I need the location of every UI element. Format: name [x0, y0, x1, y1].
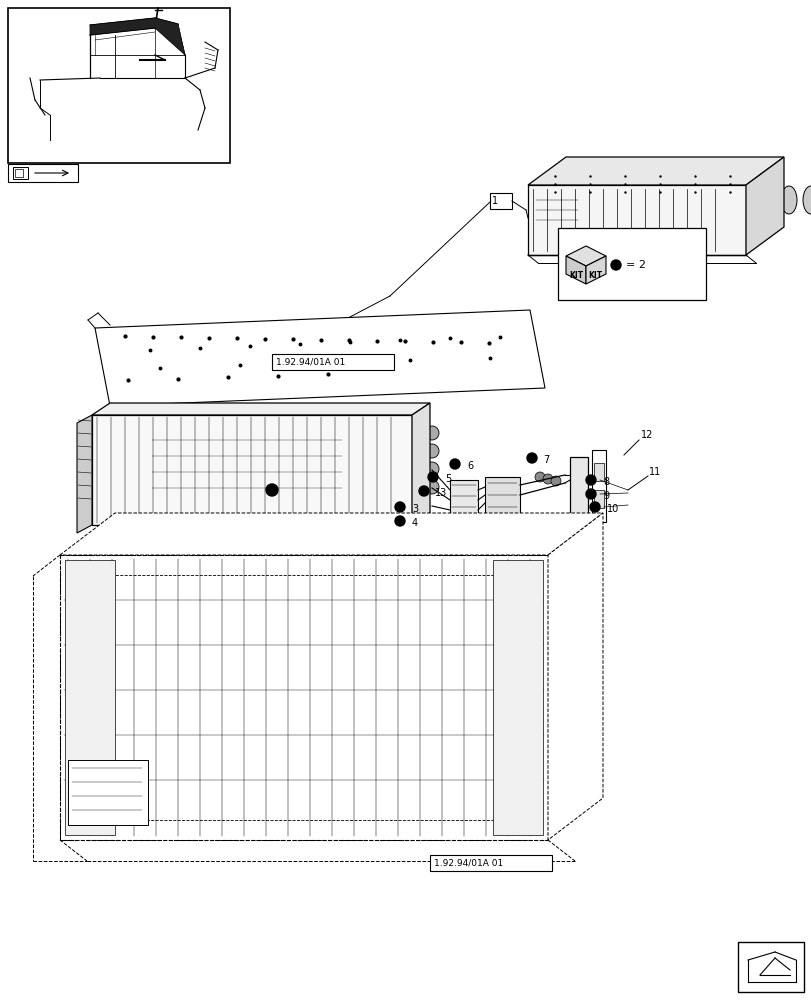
Circle shape	[424, 444, 439, 458]
Bar	[591, 450, 605, 522]
Bar	[492, 560, 543, 835]
Polygon shape	[92, 403, 430, 415]
Circle shape	[526, 453, 536, 463]
Bar	[65, 560, 115, 835]
Polygon shape	[90, 18, 185, 55]
Text: 8: 8	[603, 477, 608, 487]
Ellipse shape	[80, 425, 94, 435]
Circle shape	[424, 426, 439, 440]
Bar	[449, 480, 478, 518]
Text: 4: 4	[411, 518, 418, 528]
Circle shape	[534, 472, 544, 482]
Bar	[594, 490, 603, 508]
Bar	[8, 8, 230, 163]
Circle shape	[610, 260, 620, 270]
Circle shape	[266, 484, 277, 496]
Bar	[8, 164, 78, 182]
Text: 1: 1	[491, 196, 497, 206]
Circle shape	[394, 502, 405, 512]
Text: 7: 7	[543, 455, 548, 465]
Polygon shape	[92, 415, 411, 525]
Circle shape	[424, 480, 439, 494]
Text: 6: 6	[466, 461, 473, 471]
Bar	[557, 228, 705, 300]
Bar	[594, 463, 603, 481]
Circle shape	[543, 474, 552, 484]
Polygon shape	[547, 513, 603, 840]
Bar	[430, 855, 551, 871]
Circle shape	[427, 472, 437, 482]
Ellipse shape	[802, 186, 811, 214]
Circle shape	[586, 489, 595, 499]
Bar	[13, 167, 28, 179]
Polygon shape	[565, 246, 605, 266]
Text: 1.92.94/01A 01: 1.92.94/01A 01	[276, 358, 345, 366]
Polygon shape	[565, 256, 586, 284]
Circle shape	[424, 462, 439, 476]
Text: 5: 5	[444, 474, 451, 484]
Text: 13: 13	[435, 488, 447, 498]
Bar	[68, 760, 148, 825]
Text: = 2: = 2	[625, 260, 646, 270]
Polygon shape	[60, 555, 547, 840]
Text: 3: 3	[411, 504, 418, 514]
Text: 11: 11	[648, 467, 660, 477]
Polygon shape	[77, 415, 92, 533]
Text: KIT: KIT	[569, 271, 582, 280]
Bar	[15, 169, 23, 177]
Ellipse shape	[780, 186, 796, 214]
Bar	[489, 193, 512, 209]
Text: 10: 10	[607, 504, 619, 514]
Bar	[272, 354, 393, 370]
Polygon shape	[60, 513, 603, 555]
Bar	[484, 477, 519, 519]
Text: 9: 9	[603, 491, 608, 501]
Circle shape	[551, 476, 560, 486]
Polygon shape	[527, 185, 745, 255]
Polygon shape	[745, 157, 783, 255]
Ellipse shape	[80, 442, 94, 452]
Circle shape	[394, 516, 405, 526]
Polygon shape	[411, 403, 430, 525]
Circle shape	[586, 475, 595, 485]
Text: 12: 12	[640, 430, 653, 440]
Circle shape	[590, 502, 599, 512]
Polygon shape	[586, 256, 605, 284]
Text: 1.92.94/01A 01: 1.92.94/01A 01	[433, 858, 503, 867]
Bar	[737, 942, 803, 992]
Circle shape	[418, 486, 428, 496]
Circle shape	[449, 459, 460, 469]
Polygon shape	[95, 310, 544, 406]
Bar	[569, 457, 587, 522]
Text: KIT: KIT	[587, 271, 602, 280]
Polygon shape	[527, 157, 783, 185]
